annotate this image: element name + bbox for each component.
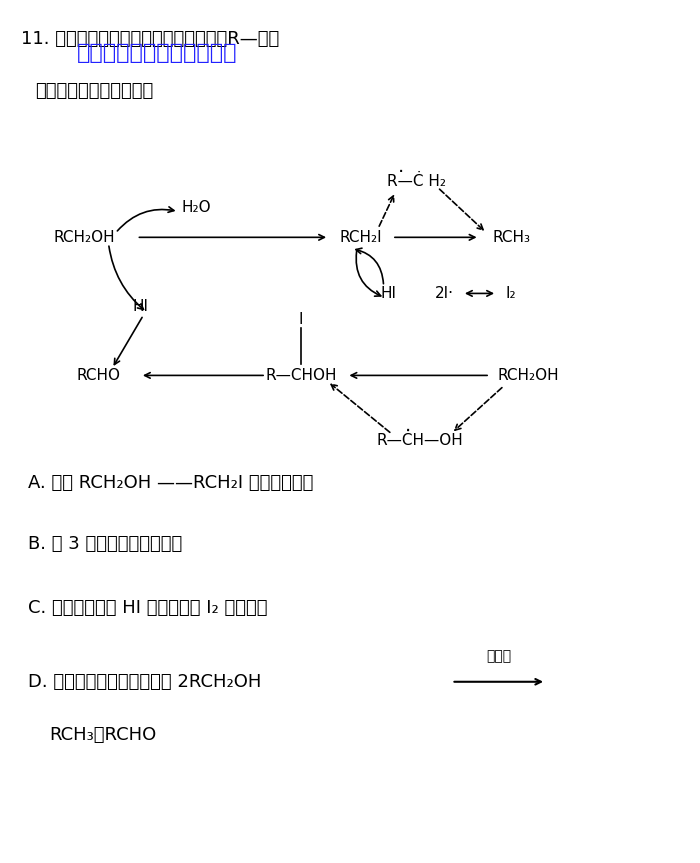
Text: RCH₃＋RCHO: RCH₃＋RCHO	[49, 727, 156, 744]
Text: 2I·: 2I·	[435, 286, 454, 301]
Text: B. 有 3 种自由基参加了反应: B. 有 3 种自由基参加了反应	[28, 535, 182, 552]
Text: R—CHOH: R—CHOH	[265, 368, 337, 383]
Text: I₂: I₂	[505, 286, 517, 301]
Text: H₂O: H₂O	[181, 199, 211, 215]
Text: C. 该反应利用了 HI 的还原性和 I₂ 的氧化性: C. 该反应利用了 HI 的还原性和 I₂ 的氧化性	[28, 600, 267, 617]
Text: RCH₂OH: RCH₂OH	[53, 230, 115, 245]
Text: 催化剂: 催化剂	[486, 649, 512, 663]
Text: R—Ċ H₂: R—Ċ H₂	[387, 173, 446, 189]
Text: RCH₃: RCH₃	[492, 230, 530, 245]
Text: RCHO: RCHO	[76, 368, 120, 383]
Text: ·: ·	[405, 422, 411, 441]
Text: HI: HI	[132, 299, 148, 314]
Text: I: I	[299, 312, 303, 327]
Text: 11. 碘介量的醇歧化反应机理如图所示（R—为烃: 11. 碘介量的醇歧化反应机理如图所示（R—为烃	[21, 30, 279, 48]
Text: ·: ·	[398, 163, 404, 182]
Text: A. 反应 RCH₂OH ——RCH₂I 属于取代反应: A. 反应 RCH₂OH ——RCH₂I 属于取代反应	[28, 475, 314, 492]
Text: HI: HI	[381, 286, 396, 301]
Text: 微信公众号关注：趣找答案: 微信公众号关注：趣找答案	[77, 43, 237, 63]
Text: R—ĊH—OH: R—ĊH—OH	[377, 432, 463, 448]
Text: RCH₂OH: RCH₂OH	[498, 368, 559, 383]
Text: 基）。下列说法错误的是: 基）。下列说法错误的是	[35, 82, 153, 100]
Text: D. 醇歧化的总反应方程式为 2RCH₂OH: D. 醇歧化的总反应方程式为 2RCH₂OH	[28, 673, 267, 690]
Text: RCH₂I: RCH₂I	[340, 230, 382, 245]
